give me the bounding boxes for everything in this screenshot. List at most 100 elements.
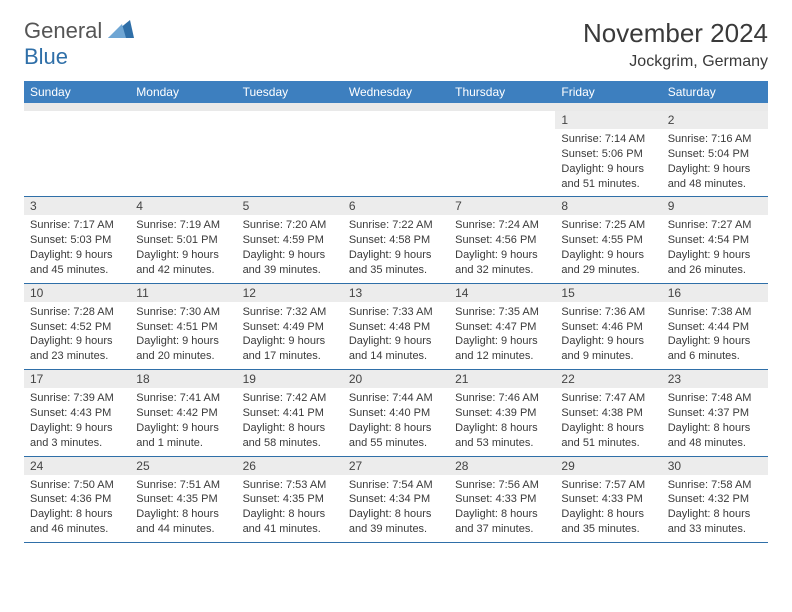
daylight-text: Daylight: 8 hours and 58 minutes. bbox=[243, 421, 337, 451]
sunset-text: Sunset: 4:44 PM bbox=[668, 320, 762, 335]
daylight-text: Daylight: 8 hours and 37 minutes. bbox=[455, 507, 549, 537]
header: General Blue November 2024 Jockgrim, Ger… bbox=[24, 18, 768, 71]
daylight-text: Daylight: 9 hours and 48 minutes. bbox=[668, 162, 762, 192]
day-header-row: SundayMondayTuesdayWednesdayThursdayFrid… bbox=[24, 81, 768, 103]
daylight-text: Daylight: 9 hours and 17 minutes. bbox=[243, 334, 337, 364]
week-row: 1Sunrise: 7:14 AMSunset: 5:06 PMDaylight… bbox=[24, 111, 768, 197]
day-details: Sunrise: 7:57 AMSunset: 4:33 PMDaylight:… bbox=[555, 475, 661, 542]
date-number: 19 bbox=[237, 370, 343, 388]
date-number: 27 bbox=[343, 457, 449, 475]
day-details bbox=[343, 115, 449, 171]
daylight-text: Daylight: 8 hours and 53 minutes. bbox=[455, 421, 549, 451]
day-cell: 26Sunrise: 7:53 AMSunset: 4:35 PMDayligh… bbox=[237, 456, 343, 542]
date-number: 29 bbox=[555, 457, 661, 475]
date-number: 15 bbox=[555, 284, 661, 302]
sunrise-text: Sunrise: 7:47 AM bbox=[561, 391, 655, 406]
daylight-text: Daylight: 9 hours and 32 minutes. bbox=[455, 248, 549, 278]
day-details: Sunrise: 7:33 AMSunset: 4:48 PMDaylight:… bbox=[343, 302, 449, 369]
day-cell: 25Sunrise: 7:51 AMSunset: 4:35 PMDayligh… bbox=[130, 456, 236, 542]
logo-general: General bbox=[24, 18, 102, 43]
sunset-text: Sunset: 4:55 PM bbox=[561, 233, 655, 248]
day-details: Sunrise: 7:50 AMSunset: 4:36 PMDaylight:… bbox=[24, 475, 130, 542]
sunset-text: Sunset: 4:32 PM bbox=[668, 492, 762, 507]
day-cell: 20Sunrise: 7:44 AMSunset: 4:40 PMDayligh… bbox=[343, 370, 449, 456]
sunset-text: Sunset: 4:42 PM bbox=[136, 406, 230, 421]
date-number: 8 bbox=[555, 197, 661, 215]
day-header: Monday bbox=[130, 81, 236, 103]
sunrise-text: Sunrise: 7:48 AM bbox=[668, 391, 762, 406]
daylight-text: Daylight: 9 hours and 12 minutes. bbox=[455, 334, 549, 364]
day-details: Sunrise: 7:56 AMSunset: 4:33 PMDaylight:… bbox=[449, 475, 555, 542]
sunset-text: Sunset: 4:43 PM bbox=[30, 406, 124, 421]
day-cell bbox=[449, 111, 555, 197]
date-number: 4 bbox=[130, 197, 236, 215]
sunset-text: Sunset: 4:34 PM bbox=[349, 492, 443, 507]
daylight-text: Daylight: 8 hours and 44 minutes. bbox=[136, 507, 230, 537]
sunset-text: Sunset: 5:06 PM bbox=[561, 147, 655, 162]
sunset-text: Sunset: 4:51 PM bbox=[136, 320, 230, 335]
day-details: Sunrise: 7:53 AMSunset: 4:35 PMDaylight:… bbox=[237, 475, 343, 542]
sunset-text: Sunset: 4:52 PM bbox=[30, 320, 124, 335]
day-header: Sunday bbox=[24, 81, 130, 103]
location: Jockgrim, Germany bbox=[583, 53, 768, 71]
day-cell: 27Sunrise: 7:54 AMSunset: 4:34 PMDayligh… bbox=[343, 456, 449, 542]
logo: General Blue bbox=[24, 18, 134, 70]
day-cell: 17Sunrise: 7:39 AMSunset: 4:43 PMDayligh… bbox=[24, 370, 130, 456]
daylight-text: Daylight: 9 hours and 20 minutes. bbox=[136, 334, 230, 364]
day-details: Sunrise: 7:48 AMSunset: 4:37 PMDaylight:… bbox=[662, 388, 768, 455]
day-cell: 1Sunrise: 7:14 AMSunset: 5:06 PMDaylight… bbox=[555, 111, 661, 197]
daylight-text: Daylight: 9 hours and 42 minutes. bbox=[136, 248, 230, 278]
logo-text: General Blue bbox=[24, 18, 134, 70]
sunset-text: Sunset: 4:38 PM bbox=[561, 406, 655, 421]
daylight-text: Daylight: 9 hours and 26 minutes. bbox=[668, 248, 762, 278]
date-number: 2 bbox=[662, 111, 768, 129]
day-cell bbox=[130, 111, 236, 197]
sunrise-text: Sunrise: 7:32 AM bbox=[243, 305, 337, 320]
day-details: Sunrise: 7:42 AMSunset: 4:41 PMDaylight:… bbox=[237, 388, 343, 455]
sunrise-text: Sunrise: 7:36 AM bbox=[561, 305, 655, 320]
day-details bbox=[24, 115, 130, 171]
day-details: Sunrise: 7:25 AMSunset: 4:55 PMDaylight:… bbox=[555, 215, 661, 282]
day-cell: 10Sunrise: 7:28 AMSunset: 4:52 PMDayligh… bbox=[24, 283, 130, 369]
date-number: 17 bbox=[24, 370, 130, 388]
page-title: November 2024 bbox=[583, 18, 768, 49]
day-cell: 23Sunrise: 7:48 AMSunset: 4:37 PMDayligh… bbox=[662, 370, 768, 456]
day-details bbox=[449, 115, 555, 171]
daylight-text: Daylight: 9 hours and 29 minutes. bbox=[561, 248, 655, 278]
sunrise-text: Sunrise: 7:51 AM bbox=[136, 478, 230, 493]
day-cell: 11Sunrise: 7:30 AMSunset: 4:51 PMDayligh… bbox=[130, 283, 236, 369]
day-cell: 28Sunrise: 7:56 AMSunset: 4:33 PMDayligh… bbox=[449, 456, 555, 542]
day-details: Sunrise: 7:39 AMSunset: 4:43 PMDaylight:… bbox=[24, 388, 130, 455]
sunset-text: Sunset: 4:37 PM bbox=[668, 406, 762, 421]
sunrise-text: Sunrise: 7:57 AM bbox=[561, 478, 655, 493]
day-details: Sunrise: 7:47 AMSunset: 4:38 PMDaylight:… bbox=[555, 388, 661, 455]
week-row: 3Sunrise: 7:17 AMSunset: 5:03 PMDaylight… bbox=[24, 197, 768, 283]
date-number: 30 bbox=[662, 457, 768, 475]
sunrise-text: Sunrise: 7:16 AM bbox=[668, 132, 762, 147]
sunrise-text: Sunrise: 7:22 AM bbox=[349, 218, 443, 233]
sunset-text: Sunset: 4:54 PM bbox=[668, 233, 762, 248]
day-details: Sunrise: 7:32 AMSunset: 4:49 PMDaylight:… bbox=[237, 302, 343, 369]
day-cell: 3Sunrise: 7:17 AMSunset: 5:03 PMDaylight… bbox=[24, 197, 130, 283]
day-cell: 8Sunrise: 7:25 AMSunset: 4:55 PMDaylight… bbox=[555, 197, 661, 283]
sunset-text: Sunset: 4:48 PM bbox=[349, 320, 443, 335]
daylight-text: Daylight: 8 hours and 55 minutes. bbox=[349, 421, 443, 451]
daylight-text: Daylight: 9 hours and 45 minutes. bbox=[30, 248, 124, 278]
sunrise-text: Sunrise: 7:46 AM bbox=[455, 391, 549, 406]
day-details: Sunrise: 7:27 AMSunset: 4:54 PMDaylight:… bbox=[662, 215, 768, 282]
sunset-text: Sunset: 5:03 PM bbox=[30, 233, 124, 248]
date-number: 10 bbox=[24, 284, 130, 302]
day-cell: 14Sunrise: 7:35 AMSunset: 4:47 PMDayligh… bbox=[449, 283, 555, 369]
logo-mark-icon bbox=[108, 18, 134, 38]
date-number: 11 bbox=[130, 284, 236, 302]
sunrise-text: Sunrise: 7:38 AM bbox=[668, 305, 762, 320]
daylight-text: Daylight: 9 hours and 23 minutes. bbox=[30, 334, 124, 364]
date-number: 18 bbox=[130, 370, 236, 388]
daylight-text: Daylight: 9 hours and 6 minutes. bbox=[668, 334, 762, 364]
sunrise-text: Sunrise: 7:53 AM bbox=[243, 478, 337, 493]
sunrise-text: Sunrise: 7:24 AM bbox=[455, 218, 549, 233]
date-number: 9 bbox=[662, 197, 768, 215]
sunrise-text: Sunrise: 7:41 AM bbox=[136, 391, 230, 406]
day-details: Sunrise: 7:58 AMSunset: 4:32 PMDaylight:… bbox=[662, 475, 768, 542]
daylight-text: Daylight: 9 hours and 3 minutes. bbox=[30, 421, 124, 451]
